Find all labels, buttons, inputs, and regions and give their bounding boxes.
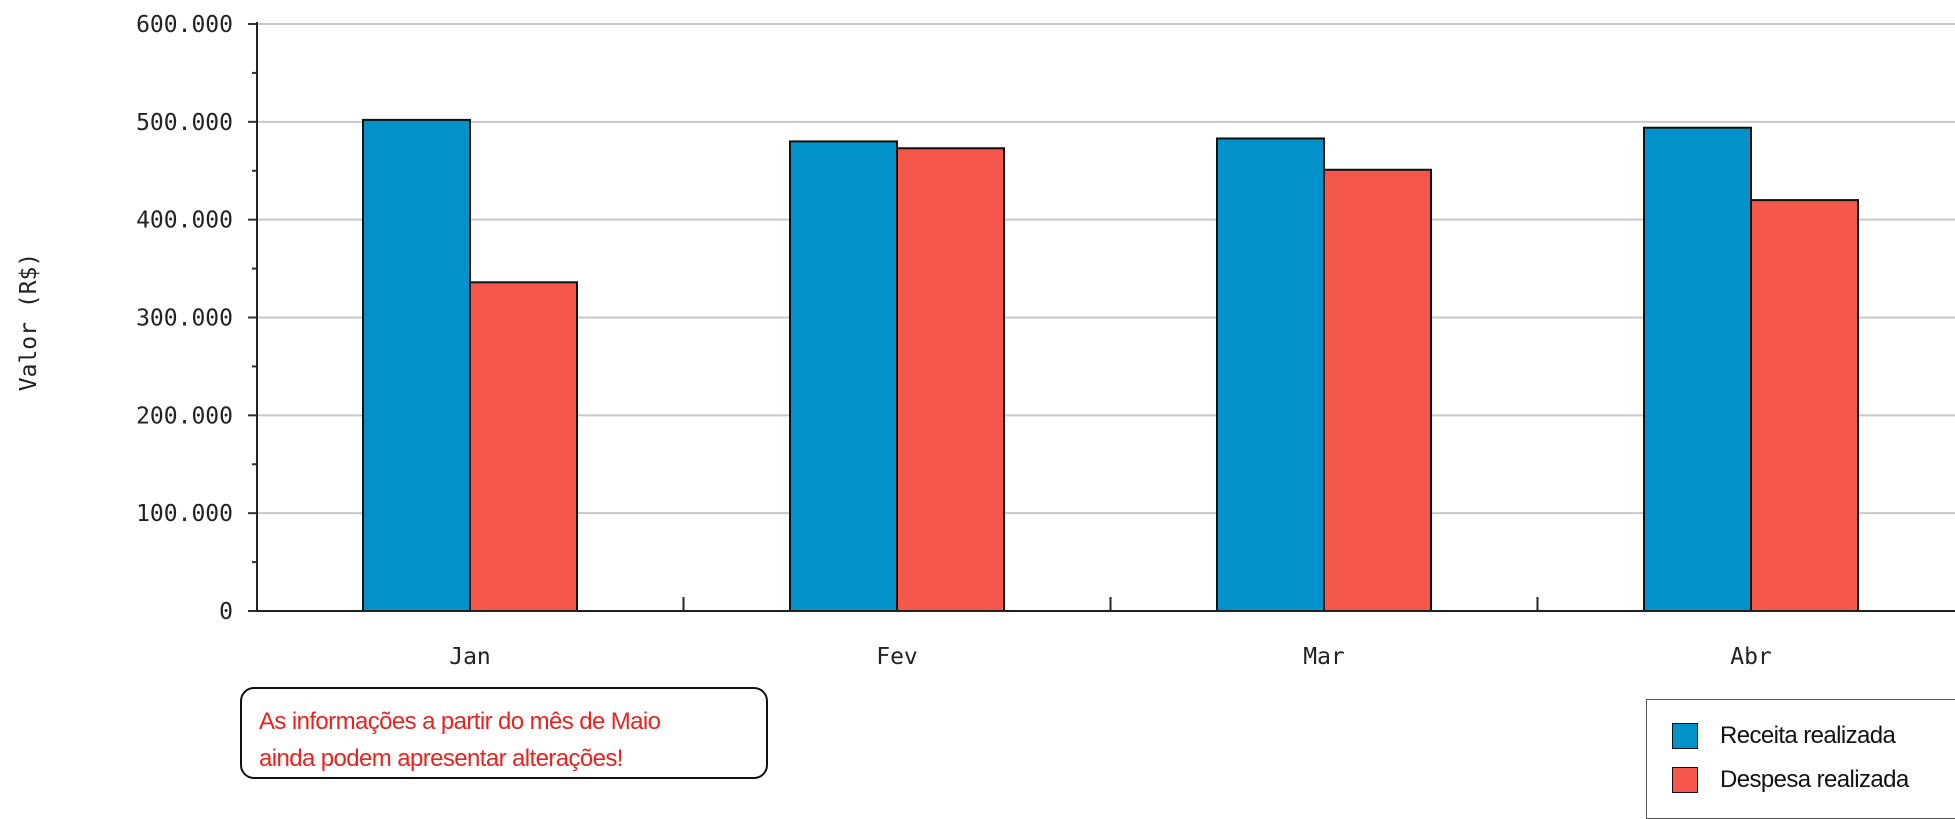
y-tick-label: 300.000 — [136, 306, 233, 332]
legend-swatch-receita — [1672, 723, 1698, 749]
bar-receita-abr — [1643, 126, 1752, 612]
y-tick-label: 100.000 — [136, 501, 233, 527]
x-tick-label: Abr — [1730, 644, 1772, 670]
x-tick-label: Jan — [449, 644, 491, 670]
notice-line-1: As informações a partir do mês de Maio — [259, 708, 661, 735]
legend-label-receita: Receita realizada — [1720, 722, 1896, 749]
bars — [362, 118, 1859, 613]
y-axis-label: Valor (R$) — [16, 253, 42, 391]
y-tick-label: 0 — [219, 599, 233, 625]
x-tick-label: Mar — [1303, 644, 1345, 670]
bar-despesa-fev — [896, 147, 1005, 613]
x-tick-labels: Jan Fev Mar Abr — [449, 644, 1772, 670]
legend-label-despesa: Despesa realizada — [1720, 766, 1909, 793]
y-tick-label: 500.000 — [136, 110, 233, 136]
legend: Receita realizada Despesa realizada — [1646, 699, 1955, 819]
y-tick-label: 600.000 — [136, 12, 233, 38]
y-tick-label: 200.000 — [136, 403, 233, 429]
bar-despesa-mar — [1323, 168, 1432, 612]
legend-item-despesa: Despesa realizada — [1672, 758, 1955, 802]
bar-receita-jan — [362, 118, 471, 612]
bar-receita-mar — [1216, 137, 1325, 612]
notice-line-2: ainda podem apresentar alterações! — [259, 745, 623, 772]
bar-despesa-jan — [469, 281, 578, 612]
y-tick-label: 400.000 — [136, 208, 233, 234]
legend-item-receita: Receita realizada — [1672, 714, 1955, 758]
x-tick-label: Fev — [876, 644, 918, 670]
axes — [248, 22, 1955, 612]
bar-receita-fev — [789, 140, 898, 612]
bar-despesa-abr — [1750, 199, 1859, 612]
notice-box: As informações a partir do mês de Maio a… — [240, 687, 768, 779]
y-tick-labels: 0 100.000 200.000 300.000 400.000 500.000 600.… — [136, 12, 233, 625]
legend-swatch-despesa — [1672, 767, 1698, 793]
